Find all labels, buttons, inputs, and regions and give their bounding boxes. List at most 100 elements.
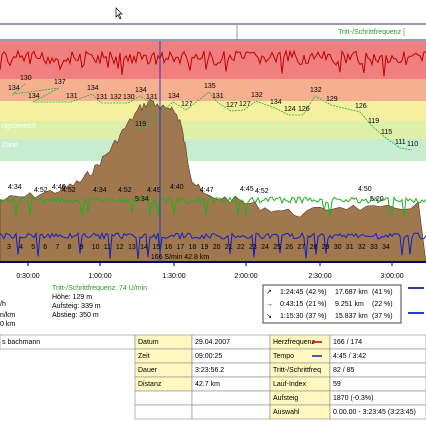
legend-text: ↗	[266, 289, 272, 296]
lap-label: 30	[334, 244, 342, 251]
lap-label: 28	[310, 244, 318, 251]
pace-label: 4:47	[200, 187, 214, 194]
lap-label: 19	[201, 244, 209, 251]
hr-label: 127	[239, 101, 251, 108]
legend-text: 0:43:15	[280, 301, 303, 308]
legend-text: (37 %)	[306, 313, 327, 320]
x-tick-label: 2:30:00	[308, 273, 331, 280]
lap-label: 17	[176, 244, 184, 251]
pace-label: 4:50	[358, 186, 372, 193]
pace-label: 4:52	[255, 188, 269, 195]
lap-label: 24	[261, 244, 269, 251]
info-text: Tritt-/Schrittfrequenz: 74 U/min	[52, 285, 147, 292]
info-text: Höhe: 129 m	[52, 294, 92, 301]
table-cell	[329, 404, 426, 420]
mouse-cursor	[115, 7, 123, 20]
lap-label: 15	[152, 244, 160, 251]
table-text: 42.7 km	[195, 381, 220, 388]
table-text: 09:00:25	[195, 353, 222, 360]
pace-label: 4:40	[52, 184, 66, 191]
hr-label: 134	[8, 85, 20, 92]
legend-text: (22 %)	[372, 301, 393, 308]
lap-label: 14	[140, 244, 148, 251]
table-text: 3:23:56.2	[195, 367, 224, 374]
speed-line	[0, 231, 426, 259]
hr-label: 137	[54, 79, 66, 86]
x-tick-label: 3:00:00	[380, 273, 403, 280]
zone-band	[0, 101, 426, 121]
lap-label: 25	[273, 244, 281, 251]
lap-label: 18	[189, 244, 197, 251]
table-text: Dauer	[138, 367, 158, 374]
pace-label: 4:52	[62, 187, 76, 194]
table-text: 82 / 85	[333, 367, 355, 374]
lap-label: 16	[164, 244, 172, 251]
hr-label: 134	[135, 87, 147, 94]
legend-box	[262, 284, 402, 324]
lap-label: 6	[43, 244, 47, 251]
hr-label: 126	[355, 103, 367, 110]
legend-text: →	[266, 301, 273, 308]
legend-text: 17.687 km	[335, 289, 368, 296]
pace-label: 4:52	[118, 187, 132, 194]
hr-label: 131	[146, 94, 158, 101]
hr-label: 132	[251, 92, 263, 99]
pace-line	[0, 195, 426, 218]
hr-label: 132	[110, 94, 122, 101]
hr-label: 129	[326, 96, 338, 103]
hr-label: 130	[123, 94, 135, 101]
table-text: 29.04.2007	[195, 339, 230, 346]
zone-label: Zone	[2, 142, 18, 149]
lap-label: 32	[358, 244, 366, 251]
legend-text: 1:24:45	[280, 289, 303, 296]
table-text: Zeit	[138, 353, 150, 360]
lap-label: 13	[128, 244, 136, 251]
lap-label: 11	[104, 244, 111, 251]
hr-label: 134	[270, 99, 282, 106]
lap-label: 33	[370, 244, 378, 251]
lap-label: 4	[19, 244, 23, 251]
hr-label: 130	[20, 75, 32, 82]
table-cell	[134, 390, 193, 406]
table-text: 4:45 / 3:42	[333, 353, 366, 360]
pace-label: 4:40	[170, 184, 184, 191]
info-text: n/km	[0, 312, 15, 319]
table-text: 0.00.00 - 3:23:45 (3:23:45)	[333, 409, 416, 416]
hr-label: 134	[168, 93, 180, 100]
info-text: Abstieg: 350 m	[52, 312, 99, 319]
table-cell	[191, 390, 271, 406]
hr-label: 110	[407, 141, 418, 148]
legend-text: (41 %)	[372, 289, 393, 296]
pace-label: 4:34	[8, 184, 22, 191]
hr-label: 115	[381, 129, 392, 136]
legend-text: 1:15:30	[280, 313, 303, 320]
x-tick-label: 0:30:00	[16, 273, 39, 280]
athlete-name: s bachmann	[2, 339, 40, 346]
hr-label: 119	[135, 121, 146, 128]
legend-text: 9.251 km	[335, 301, 364, 308]
table-text: 166 / 174	[333, 339, 362, 346]
elevation-area	[0, 98, 426, 263]
table-cell	[134, 404, 193, 420]
lap-label: 20	[213, 244, 221, 251]
cursor-label: 166 S/min 42.8 km	[151, 254, 210, 261]
lap-hr-line	[11, 83, 413, 151]
legend-text: 15.837 km	[335, 313, 368, 320]
lap-label: 34	[382, 244, 390, 251]
table-text: Lauf-Index	[273, 381, 307, 388]
hr-label: 135	[204, 83, 216, 90]
zone-band	[0, 79, 426, 101]
pace-label: 4:45	[240, 186, 254, 193]
info-text: Aufsteig: 339 m	[52, 303, 101, 310]
table-text: Tritt-/Schrittfreq	[273, 367, 321, 374]
lap-label: 7	[55, 244, 59, 251]
x-tick-label: 1:30:00	[162, 273, 185, 280]
table-text: Distanz	[138, 381, 162, 388]
table-text: Datum	[138, 339, 159, 346]
table-text: 59	[333, 381, 341, 388]
table-cell	[329, 376, 426, 392]
info-text: /h	[0, 301, 6, 308]
lap-label: 10	[92, 244, 100, 251]
